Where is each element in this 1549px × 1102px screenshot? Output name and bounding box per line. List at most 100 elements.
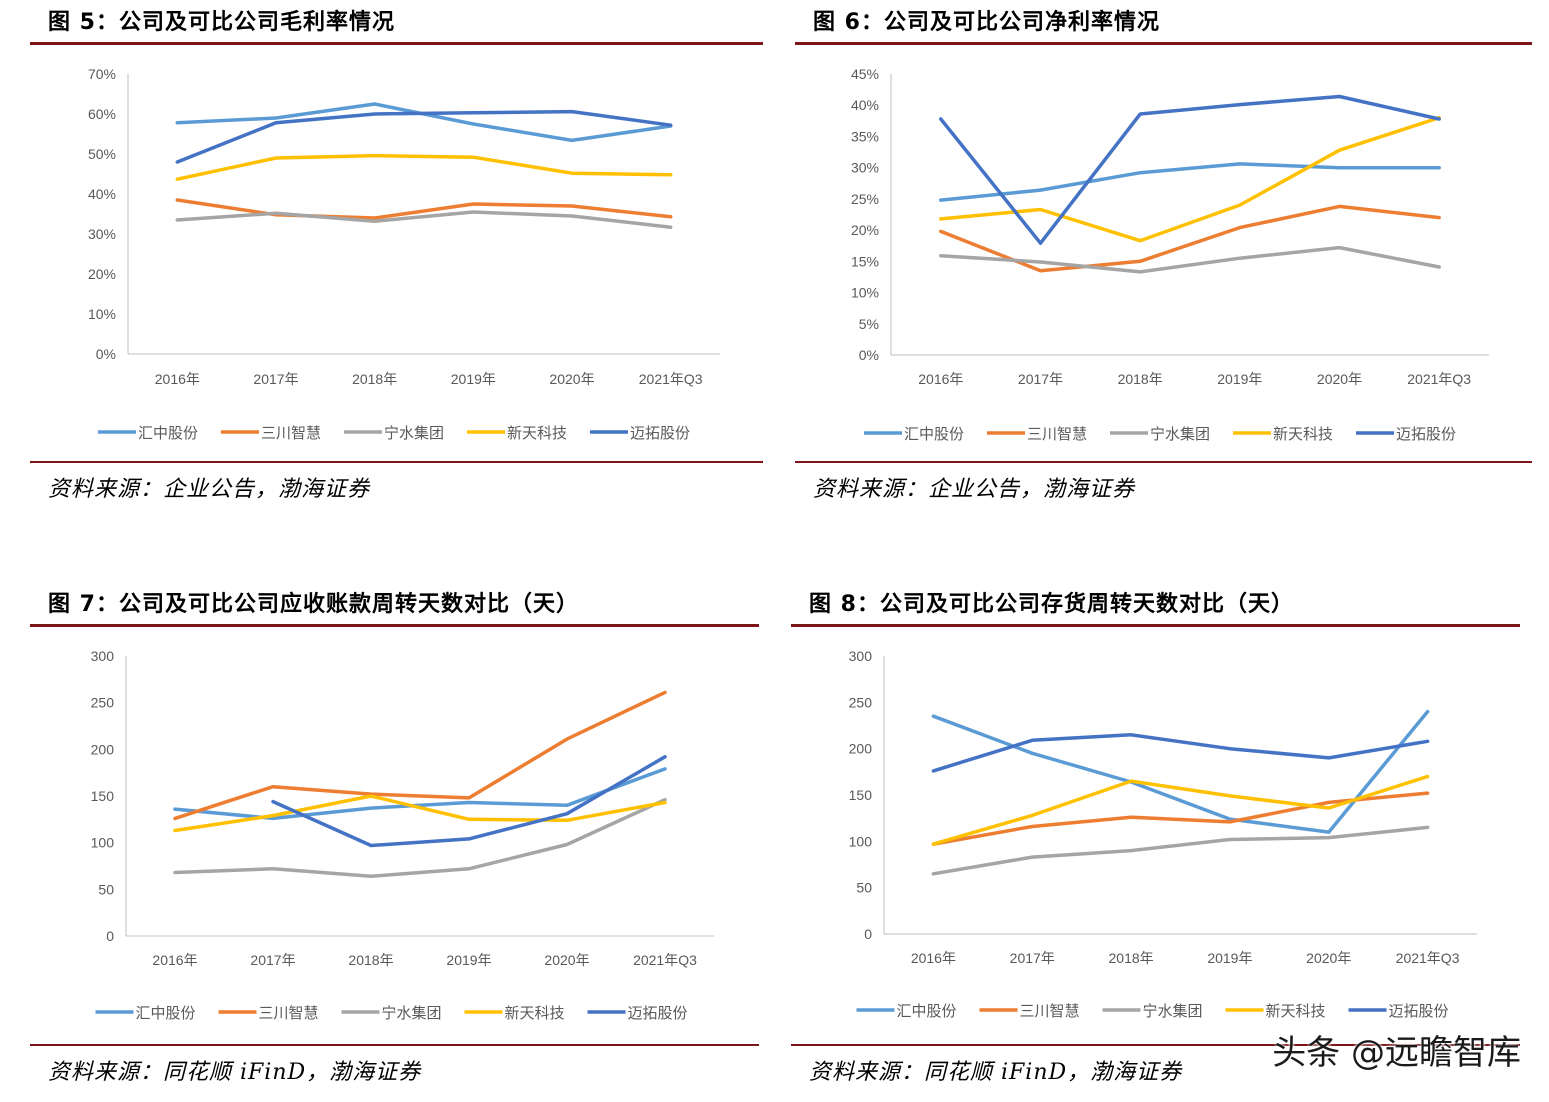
chart-title: 图 5：公司及可比公司毛利率情况 xyxy=(48,10,395,35)
x-tick-label: 2017年 xyxy=(250,952,295,968)
y-tick-label: 0 xyxy=(864,926,872,942)
legend-label: 三川智慧 xyxy=(259,1004,319,1022)
y-tick-label: 15% xyxy=(851,253,879,269)
source-note: 资料来源：企业公告，渤海证券 xyxy=(48,477,371,502)
legend-label: 新天科技 xyxy=(505,1004,565,1022)
title-rule xyxy=(791,624,1520,627)
y-tick-label: 100 xyxy=(91,835,115,851)
x-tick-label: 2019年 xyxy=(451,371,496,387)
x-tick-label: 2020年 xyxy=(1317,371,1362,387)
legend-label: 迈拓股份 xyxy=(1396,425,1456,443)
y-tick-label: 250 xyxy=(91,695,115,711)
y-tick-label: 50 xyxy=(98,881,114,897)
x-tick-label: 2017年 xyxy=(1010,950,1055,966)
chart-svg: 0 50 100 150 200 250 300 2016年 2017年 2018年 2019年 20… xyxy=(91,648,714,1022)
series-line xyxy=(175,198,673,220)
legend-label: 汇中股份 xyxy=(904,425,964,443)
x-tick-label: 2017年 xyxy=(1018,371,1063,387)
x-tick-label: 2018年 xyxy=(1109,950,1154,966)
y-tick-label: 10% xyxy=(851,285,879,301)
series-line xyxy=(271,755,667,848)
legend-label: 新天科技 xyxy=(1266,1002,1326,1020)
legend-label: 宁水集团 xyxy=(1150,425,1210,443)
series-line xyxy=(939,115,1441,243)
x-tick-label: 2018年 xyxy=(348,952,393,968)
x-tick-label: 2020年 xyxy=(544,952,589,968)
series-line xyxy=(173,797,667,879)
y-tick-label: 150 xyxy=(91,788,115,804)
y-tick-label: 20% xyxy=(851,222,879,238)
y-tick-label: 0 xyxy=(106,928,114,944)
y-tick-label: 250 xyxy=(849,694,873,710)
series-line xyxy=(931,825,1430,876)
y-tick-label: 35% xyxy=(851,128,879,144)
series-line xyxy=(175,109,673,164)
legend-label: 宁水集团 xyxy=(384,424,444,442)
x-tick-label: 2016年 xyxy=(918,371,963,387)
source-rule xyxy=(795,461,1532,463)
x-tick-label: 2020年 xyxy=(1306,950,1351,966)
chart-panel-net-margin: 图 6：公司及可比公司净利率情况 0% 5% 10% 15% 20% 25% 30% 35% 4… xyxy=(795,0,1532,520)
chart-title: 图 7：公司及可比公司应收账款周转天数对比（天） xyxy=(48,592,579,617)
series-line xyxy=(931,733,1430,773)
y-tick-label: 30% xyxy=(851,160,879,176)
series-line xyxy=(939,94,1441,245)
y-tick-label: 300 xyxy=(91,648,115,664)
chart-title: 图 6：公司及可比公司净利率情况 xyxy=(813,10,1160,35)
source-note: 资料来源：企业公告，渤海证券 xyxy=(813,477,1136,502)
y-tick-label: 25% xyxy=(851,191,879,207)
legend-label: 宁水集团 xyxy=(382,1004,442,1022)
y-tick-label: 0% xyxy=(96,346,116,362)
chart-svg: 0% 10% 20% 30% 40% 50% 60% 70% 2016年 2017年 2018年 20… xyxy=(88,66,720,442)
y-tick-label: 40% xyxy=(88,186,116,202)
watermark-text: 头条 @远瞻智库 xyxy=(1272,1033,1521,1073)
y-tick-label: 50 xyxy=(856,880,872,896)
source-note: 资料来源：同花顺 iFinD，渤海证券 xyxy=(48,1060,422,1085)
series-line xyxy=(931,791,1430,846)
y-tick-label: 50% xyxy=(88,146,116,162)
legend-label: 迈拓股份 xyxy=(1389,1002,1449,1020)
y-tick-label: 300 xyxy=(849,648,873,664)
legend-label: 三川智慧 xyxy=(1027,425,1087,443)
chart-svg: 0% 5% 10% 15% 20% 25% 30% 35% 40% 45% 2016年 2017年 20… xyxy=(851,66,1489,443)
source-rule xyxy=(30,461,763,463)
series-line xyxy=(173,690,667,821)
legend-label: 迈拓股份 xyxy=(628,1004,688,1022)
series-line xyxy=(939,162,1441,202)
x-tick-label: 2016年 xyxy=(152,952,197,968)
y-tick-label: 30% xyxy=(88,226,116,242)
y-tick-label: 60% xyxy=(88,106,116,122)
x-tick-label: 2021年Q3 xyxy=(1396,950,1460,966)
y-tick-label: 0% xyxy=(859,347,879,363)
x-tick-label: 2021年Q3 xyxy=(639,371,703,387)
series-line xyxy=(939,245,1441,274)
legend-label: 汇中股份 xyxy=(138,424,198,442)
chart-title: 图 8：公司及可比公司存货周转天数对比（天） xyxy=(809,592,1294,617)
title-rule xyxy=(795,42,1532,45)
series-line xyxy=(931,774,1430,846)
source-rule xyxy=(791,1044,1520,1046)
series-line xyxy=(931,709,1430,834)
legend-label: 迈拓股份 xyxy=(630,424,690,442)
chart-panel-gross-margin: 图 5：公司及可比公司毛利率情况 0% 10% 20% 30% 40% 50% 60% 70%… xyxy=(30,0,765,520)
source-rule xyxy=(30,1044,759,1046)
y-tick-label: 200 xyxy=(91,741,115,757)
series-line xyxy=(175,102,673,143)
legend-label: 汇中股份 xyxy=(136,1004,196,1022)
series-line xyxy=(175,210,673,229)
legend-label: 宁水集团 xyxy=(1143,1002,1203,1020)
chart-svg: 0 50 100 150 200 250 300 2016年 2017年 2018年 2019年 20… xyxy=(849,648,1477,1020)
x-tick-label: 2021年Q3 xyxy=(1407,371,1471,387)
x-tick-label: 2019年 xyxy=(1217,371,1262,387)
chart-panel-receivable-days: 图 7：公司及可比公司应收账款周转天数对比（天） 0 50 100 150 200 250… xyxy=(30,582,760,1092)
title-rule xyxy=(30,624,759,627)
x-tick-label: 2018年 xyxy=(1118,371,1163,387)
series-line xyxy=(175,153,673,181)
y-tick-label: 200 xyxy=(849,741,873,757)
x-tick-label: 2016年 xyxy=(155,371,200,387)
chart-panel-inventory-days: 图 8：公司及可比公司存货周转天数对比（天） 0 50 100 150 200 250 30… xyxy=(791,582,1521,1092)
legend-label: 新天科技 xyxy=(1273,425,1333,443)
source-note: 资料来源：同花顺 iFinD，渤海证券 xyxy=(809,1060,1183,1085)
x-tick-label: 2020年 xyxy=(549,371,594,387)
legend-label: 新天科技 xyxy=(507,424,567,442)
